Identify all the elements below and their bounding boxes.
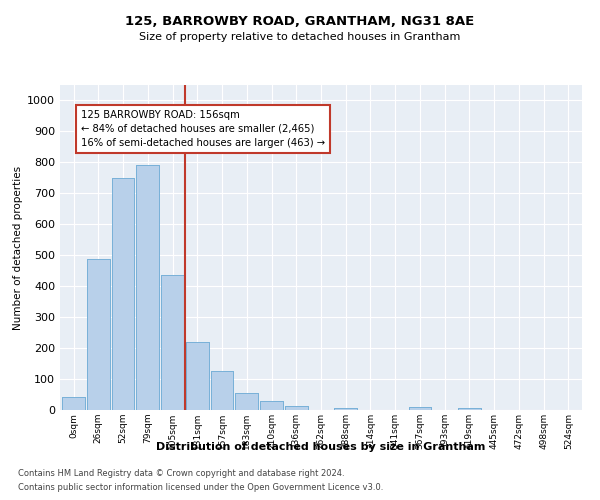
Bar [409,407,431,410]
Text: Distribution of detached houses by size in Grantham: Distribution of detached houses by size … [157,442,485,452]
Text: 125 BARROWBY ROAD: 156sqm
← 84% of detached houses are smaller (2,465)
16% of se: 125 BARROWBY ROAD: 156sqm ← 84% of detac… [81,110,325,148]
Bar [285,406,308,410]
Bar [112,178,134,410]
Bar [112,178,134,410]
Text: Contains public sector information licensed under the Open Government Licence v3: Contains public sector information licen… [18,484,383,492]
Bar [285,406,308,410]
Bar [260,401,283,410]
Bar [211,370,233,410]
Bar [260,401,283,410]
Bar [186,342,209,410]
Bar [161,274,184,410]
Bar [235,394,258,410]
Bar [87,260,110,410]
Bar [62,397,85,410]
Text: Contains HM Land Registry data © Crown copyright and database right 2024.: Contains HM Land Registry data © Crown c… [18,468,344,477]
Bar [458,408,481,410]
Text: 125, BARROWBY ROAD, GRANTHAM, NG31 8AE: 125, BARROWBY ROAD, GRANTHAM, NG31 8AE [125,15,475,28]
Bar [136,164,159,410]
Bar [458,408,481,410]
Bar [334,408,357,410]
Y-axis label: Number of detached properties: Number of detached properties [13,166,23,330]
Bar [211,370,233,410]
Bar [409,407,431,410]
Bar [87,260,110,410]
Bar [136,164,159,410]
Bar [235,394,258,410]
Bar [334,408,357,410]
Bar [186,342,209,410]
Text: Size of property relative to detached houses in Grantham: Size of property relative to detached ho… [139,32,461,42]
Bar [62,397,85,410]
Bar [161,274,184,410]
